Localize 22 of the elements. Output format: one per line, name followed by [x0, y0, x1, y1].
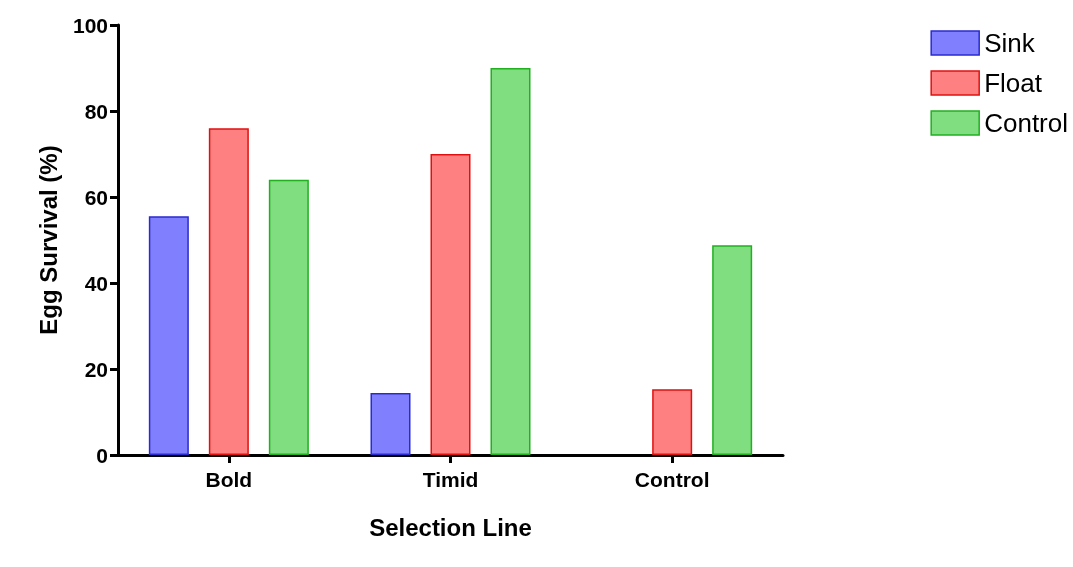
bar — [370, 393, 411, 455]
bar — [652, 389, 693, 455]
legend-label: Sink — [984, 28, 1036, 58]
x-tick-label: Bold — [205, 468, 253, 491]
bar — [490, 68, 531, 455]
legend-label: Float — [984, 68, 1043, 98]
y-tick-label: 60 — [84, 185, 108, 209]
bar — [268, 179, 309, 455]
y-tick-label: 20 — [84, 357, 108, 381]
bar — [430, 154, 471, 455]
y-tick-label: 80 — [84, 99, 108, 123]
x-axis-title: Selection Line — [369, 513, 532, 541]
y-tick-label: 100 — [72, 13, 108, 37]
bar — [712, 245, 753, 455]
bar — [208, 128, 249, 455]
x-tick-label: Timid — [422, 468, 479, 491]
y-tick-label: 40 — [84, 271, 108, 295]
y-axis-title: Egg Survival (%) — [34, 145, 62, 335]
y-tick-label: 0 — [96, 443, 108, 467]
x-tick-label: Control — [634, 468, 710, 491]
legend-label: Control — [984, 108, 1069, 138]
bar — [148, 216, 189, 455]
